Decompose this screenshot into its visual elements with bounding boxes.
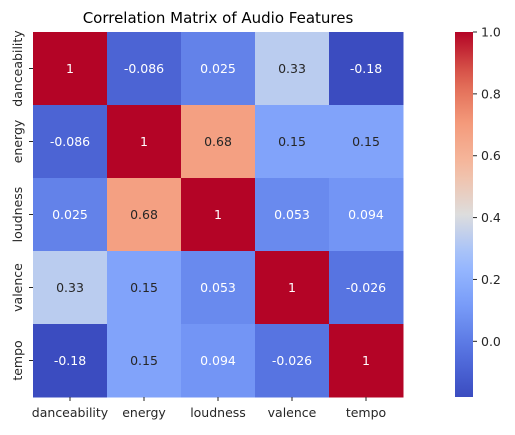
cell-value-label: 0.68 xyxy=(130,207,158,222)
cell-value-label: 0.025 xyxy=(200,61,236,76)
heatmap-cell xyxy=(181,324,256,398)
heatmap-cell xyxy=(255,105,330,179)
heatmap-cell xyxy=(107,32,182,106)
cell-value-label: 0.053 xyxy=(200,280,236,295)
cell-value-label: 1 xyxy=(214,207,222,222)
cell-value-label: -0.18 xyxy=(350,61,382,76)
x-axis: danceability energy loudness valence tempo xyxy=(32,397,386,420)
heatmap-cell xyxy=(33,251,108,325)
colorbar-tick-label: 0.2 xyxy=(481,272,501,287)
cell-value-label: -0.086 xyxy=(124,61,164,76)
cell-value-label: 0.094 xyxy=(348,207,384,222)
colorbar-tick-label: 0.8 xyxy=(481,86,501,101)
heatmap-cell xyxy=(255,251,330,325)
y-tick-label: tempo xyxy=(10,340,25,380)
heatmap-cells xyxy=(33,32,404,398)
x-tick-label: danceability xyxy=(32,405,109,420)
cell-value-label: 1 xyxy=(66,61,74,76)
cell-value-label: -0.086 xyxy=(50,134,90,149)
y-tick-label: danceability xyxy=(10,30,25,107)
heatmap-cell xyxy=(329,324,404,398)
heatmap-cell xyxy=(329,251,404,325)
cell-value-label: 0.15 xyxy=(130,280,158,295)
cell-value-label: 1 xyxy=(288,280,296,295)
heatmap-cell xyxy=(33,324,108,398)
y-tick-label: loudness xyxy=(10,187,25,243)
y-tick-label: energy xyxy=(10,119,25,163)
colorbar-tick-label: 0.0 xyxy=(481,334,501,349)
heatmap-cell xyxy=(107,324,182,398)
cell-value-label: -0.026 xyxy=(346,280,386,295)
colorbar-tick-label: 0.6 xyxy=(481,148,501,163)
heatmap-cell xyxy=(181,32,256,106)
heatmap-cell xyxy=(107,251,182,325)
x-tick-label: tempo xyxy=(346,405,386,420)
cell-value-label: 1 xyxy=(362,353,370,368)
colorbar-tick-label: 1.0 xyxy=(481,25,501,40)
heatmap-cell xyxy=(255,32,330,106)
heatmap-cell xyxy=(255,178,330,252)
heatmap-cell xyxy=(181,178,256,252)
heatmap-cell xyxy=(33,105,108,179)
cell-value-label: 0.15 xyxy=(130,353,158,368)
cell-value-label: 0.33 xyxy=(56,280,84,295)
x-tick-label: energy xyxy=(122,405,166,420)
heatmap-cell xyxy=(33,32,108,106)
cell-value-label: -0.18 xyxy=(54,353,86,368)
heatmap-cell xyxy=(181,251,256,325)
x-tick-label: valence xyxy=(268,405,317,420)
colorbar-gradient xyxy=(455,32,473,397)
heatmap-cell xyxy=(107,105,182,179)
cell-value-label: 0.15 xyxy=(278,134,306,149)
heatmap-cell xyxy=(181,105,256,179)
heatmap-cell xyxy=(33,178,108,252)
cell-value-label: 0.053 xyxy=(274,207,310,222)
y-axis: danceability energy loudness valence tempo xyxy=(10,30,33,381)
heatmap-cell xyxy=(329,178,404,252)
colorbar: 0.0 0.2 0.4 0.6 0.8 1.0 xyxy=(455,25,501,397)
cell-value-label: 0.025 xyxy=(52,207,88,222)
cell-value-label: 0.68 xyxy=(204,134,232,149)
heatmap-cell xyxy=(329,32,404,106)
heatmap-cell xyxy=(107,178,182,252)
cell-value-label: 0.15 xyxy=(352,134,380,149)
colorbar-tick-label: 0.4 xyxy=(481,210,501,225)
x-tick-label: loudness xyxy=(190,405,246,420)
heatmap-cell xyxy=(329,105,404,179)
cell-value-label: 0.094 xyxy=(200,353,236,368)
chart-title: Correlation Matrix of Audio Features xyxy=(83,9,354,27)
heatmap-value-labels: 1 -0.086 0.025 0.33 -0.18 -0.086 1 0.68 0.15 0.15… xyxy=(50,61,386,368)
cell-value-label: -0.026 xyxy=(272,353,312,368)
cell-value-label: 0.33 xyxy=(278,61,306,76)
colorbar-ticks: 0.0 0.2 0.4 0.6 0.8 1.0 xyxy=(473,25,501,349)
heatmap-cell xyxy=(255,324,330,398)
cell-value-label: 1 xyxy=(140,134,148,149)
y-tick-label: valence xyxy=(10,263,25,312)
